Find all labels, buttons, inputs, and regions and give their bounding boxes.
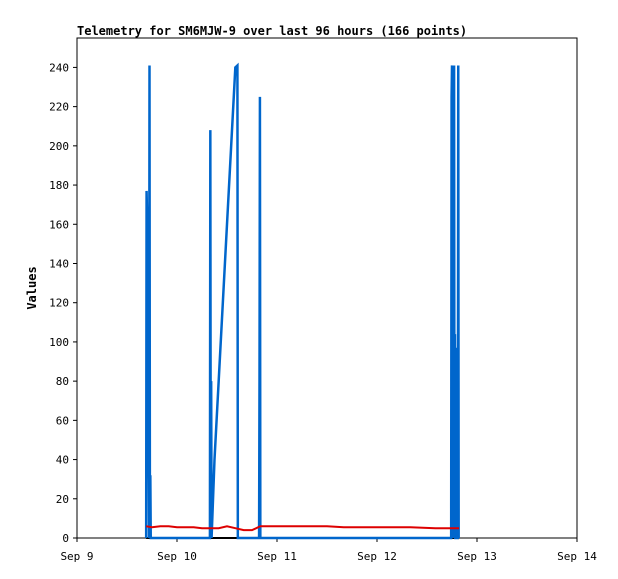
y-tick-label: 40 bbox=[56, 454, 69, 467]
x-axis: Sep 9 Sep 10 Sep 11 Sep 12 Sep 13 Sep 14 bbox=[60, 538, 597, 563]
x-tick-label: Sep 13 bbox=[457, 550, 497, 563]
y-tick-label: 120 bbox=[49, 297, 69, 310]
y-axis: 0 20 40 60 80 100 120 140 160 180 200 220 240 bbox=[49, 61, 77, 545]
y-tick-label: 180 bbox=[49, 179, 69, 192]
y-tick-label: 240 bbox=[49, 61, 69, 74]
x-tick-label: Sep 9 bbox=[60, 550, 93, 563]
series-layer bbox=[144, 62, 460, 540]
y-tick-label: 100 bbox=[49, 336, 69, 349]
y-tick-label: 80 bbox=[56, 375, 69, 388]
y-tick-label: 140 bbox=[49, 257, 69, 270]
x-tick-label: Sep 10 bbox=[157, 550, 197, 563]
y-tick-label: 20 bbox=[56, 493, 69, 506]
series-line-2 bbox=[146, 525, 460, 532]
y-tick-label: 200 bbox=[49, 140, 69, 153]
x-tick-label: Sep 14 bbox=[557, 550, 597, 563]
y-tick-label: 0 bbox=[62, 532, 69, 545]
x-tick-label: Sep 12 bbox=[357, 550, 397, 563]
series-line-1 bbox=[144, 62, 460, 540]
y-tick-label: 60 bbox=[56, 414, 69, 427]
x-tick-label: Sep 11 bbox=[257, 550, 297, 563]
y-tick-label: 160 bbox=[49, 218, 69, 231]
plot-area-frame bbox=[76, 37, 578, 539]
y-tick-label: 220 bbox=[49, 101, 69, 114]
y-axis-label: Values bbox=[25, 266, 39, 309]
chart-title: Telemetry for SM6MJW-9 over last 96 hour… bbox=[77, 24, 467, 38]
